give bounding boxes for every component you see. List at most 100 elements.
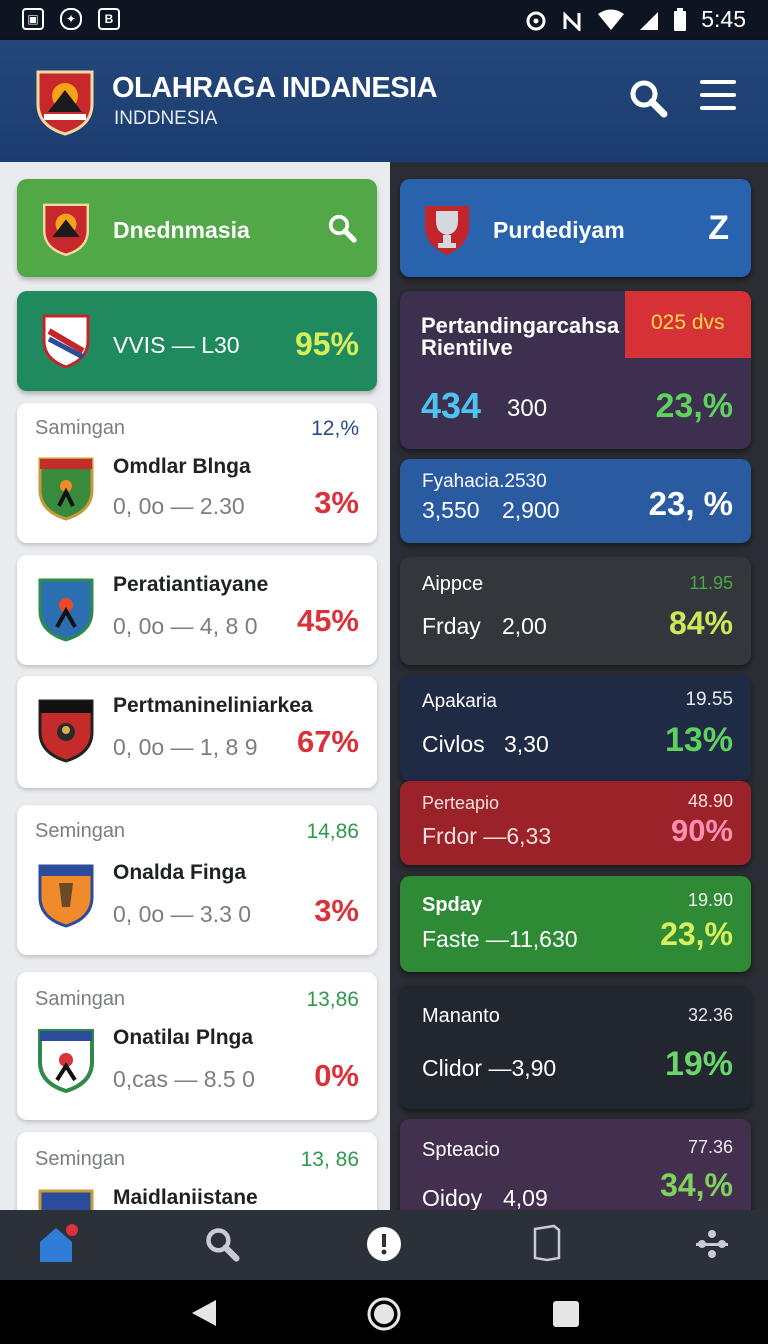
right-banner-label: Purdediyam: [493, 217, 625, 243]
match-title: Peratiantiayane: [113, 573, 269, 596]
stat-title: Fyahacia.2530: [422, 471, 547, 492]
stat-left: Frdor —6,33: [422, 823, 552, 849]
match-card[interactable]: Semingan 13, 86 Maidlaniistane: [17, 1132, 377, 1210]
battery-icon: [674, 7, 687, 31]
stat-percent: 23, %: [648, 485, 733, 522]
stat-corner: 77.36: [687, 1137, 733, 1157]
corner-value: 13, 86: [300, 1148, 359, 1171]
search-icon[interactable]: [327, 213, 357, 243]
match-percent: 0%: [314, 1058, 359, 1093]
stat-title: Perteapio: [422, 793, 500, 813]
system-nav: [0, 1280, 768, 1344]
match-score: 0,cas — 8.5 0: [113, 1066, 255, 1092]
team-crest-icon: [38, 864, 94, 928]
image-icon: ▣: [22, 8, 44, 30]
menu-icon[interactable]: [700, 80, 736, 110]
left-banner[interactable]: Dnednmasia: [17, 179, 377, 277]
back-icon[interactable]: [190, 1298, 218, 1328]
stat-corner: 19.90: [687, 890, 733, 910]
stat-card[interactable]: Spday 19.90 Faste —11,630 23,%: [400, 876, 751, 972]
team-crest-icon: [42, 314, 90, 369]
stat-percent: 19%: [664, 1045, 733, 1083]
featured-small-number: 300: [507, 395, 548, 422]
b-icon: B: [98, 8, 120, 30]
highlight-score: VVIS — L30: [113, 332, 240, 358]
match-card[interactable]: Samingan 12,% Omdlar Blnga 0, 0o — 2.30 …: [17, 403, 377, 543]
match-card[interactable]: Samingan 13,86 Onatilaı Plnga 0,cas — 8.…: [17, 972, 377, 1120]
stat-card[interactable]: Aippce 11.95 Frday 2,00 84%: [400, 557, 751, 665]
trophy-icon: [425, 206, 469, 255]
match-card[interactable]: Pertmanineliniarkea 0, 0o — 1, 8 9 67%: [17, 676, 377, 788]
stat-title: Mananto: [422, 1005, 500, 1027]
featured-card[interactable]: Pertandingarcahsa Rientilve 025 dvs 434 …: [400, 291, 751, 449]
match-score: 0, 0o — 3.3 0: [113, 901, 252, 927]
more-icon[interactable]: [694, 1228, 730, 1265]
stat-card[interactable]: Fyahacia.2530 3,550 2,900 23, %: [400, 459, 751, 543]
stat-card[interactable]: Mananto 32.36 Clidor —3,90 19%: [400, 985, 751, 1109]
featured-title-line1: Pertandingarcahsa: [421, 313, 620, 338]
section-label: Samingan: [35, 988, 126, 1010]
section-label: Samingan: [35, 417, 126, 439]
stat-middle: 4,09: [503, 1185, 548, 1210]
info-icon[interactable]: [366, 1226, 402, 1267]
stat-card[interactable]: Apakaria 19.55 Civlos 3,30 13%: [400, 675, 751, 781]
wifi-icon: [598, 9, 625, 30]
search-icon[interactable]: [628, 78, 668, 123]
corner-value: 12,%: [311, 417, 359, 440]
alarm-icon: [526, 11, 546, 30]
search-icon[interactable]: [204, 1226, 240, 1267]
shield-icon: ✦: [60, 8, 82, 30]
right-banner-letter[interactable]: Z: [708, 209, 729, 247]
bottom-nav: [0, 1210, 768, 1280]
stat-percent: 23,%: [660, 916, 733, 952]
match-card[interactable]: Peratiantiayane 0, 0o — 4, 8 0 45%: [17, 555, 377, 665]
match-percent: 3%: [314, 893, 359, 928]
corner-value: 13,86: [306, 988, 359, 1011]
recents-icon[interactable]: [552, 1300, 580, 1328]
status-bar: ▣ ✦ B 5:45: [0, 0, 768, 40]
stat-card[interactable]: Perteapio 48.90 Frdor —6,33 90%: [400, 781, 751, 865]
stat-corner: 32.36: [687, 1005, 733, 1025]
stat-card[interactable]: Spteacio 77.36 Oidoy 4,09 34,%: [400, 1119, 751, 1210]
featured-percent: 23,%: [655, 387, 734, 425]
match-title: Maidlaniistane: [113, 1186, 258, 1209]
status-time: 5:45: [701, 6, 746, 32]
corner-value: 14,86: [306, 820, 359, 843]
no-signal-icon: [563, 10, 581, 31]
stat-left: Faste —11,630: [422, 926, 578, 952]
featured-big-number: 434: [421, 385, 482, 426]
team-crest-icon: [38, 1029, 94, 1094]
stat-middle: 3,30: [504, 731, 549, 757]
highlight-card[interactable]: VVIS — L30 95%: [17, 291, 377, 391]
stat-title: Aippce: [422, 573, 484, 595]
stat-corner: 11.95: [689, 573, 733, 593]
home-icon[interactable]: [38, 1224, 78, 1269]
section-label: Semingan: [35, 1148, 126, 1170]
home-circle-icon[interactable]: [366, 1296, 402, 1332]
right-banner[interactable]: Purdediyam Z: [400, 179, 751, 277]
match-title: Onatilaı Plnga: [113, 1026, 254, 1049]
match-percent: 3%: [314, 485, 359, 520]
match-title: Onalda Finga: [113, 861, 247, 884]
team-crest-icon: [43, 203, 89, 257]
app-subtitle: INDDNESIA: [114, 108, 218, 129]
bookmark-icon[interactable]: [532, 1224, 562, 1267]
match-score: 0, 0o — 2.30: [113, 493, 245, 519]
stat-left: 3,550: [422, 497, 480, 523]
stat-middle: 2,00: [502, 613, 547, 639]
team-crest-icon: [38, 1189, 94, 1210]
signal-icon: [640, 11, 659, 30]
stat-left: Civlos: [422, 731, 485, 757]
stat-title: Spteacio: [422, 1139, 500, 1161]
match-title: Pertmanineliniarkea: [113, 694, 313, 717]
match-card[interactable]: Semingan 14,86 Onalda Finga 0, 0o — 3.3 …: [17, 805, 377, 955]
stat-title: Apakaria: [422, 691, 497, 712]
stat-left: Frday: [422, 613, 481, 639]
app-title: OLAHRAGA INDANESIA: [112, 72, 438, 104]
stat-percent: 90%: [670, 813, 733, 848]
stat-left: Clidor —3,90: [422, 1055, 557, 1081]
match-score: 0, 0o — 4, 8 0: [113, 613, 258, 639]
left-banner-label: Dnednmasia: [113, 217, 250, 243]
highlight-percent: 95%: [294, 326, 359, 362]
match-percent: 67%: [296, 724, 359, 759]
